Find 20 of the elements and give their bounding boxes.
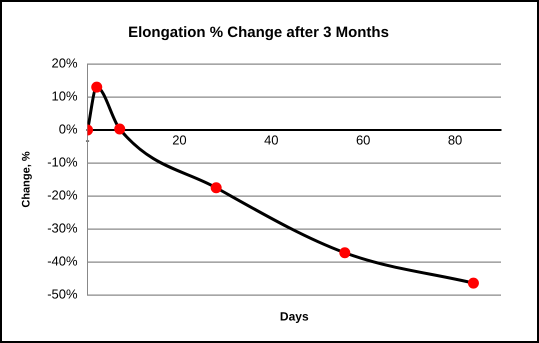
chart-title: Elongation % Change after 3 Months [128, 24, 389, 42]
point [468, 278, 479, 289]
y-tick-label: -10% [47, 154, 78, 170]
x-axis-title: Days [280, 309, 309, 324]
y-tick-label: 10% [52, 88, 78, 104]
y-tick-label: -30% [47, 220, 78, 236]
y-tick-label: 20% [52, 56, 78, 71]
x-tick-label: 80 [448, 132, 462, 148]
point [114, 124, 126, 135]
point [210, 182, 222, 194]
y-tick-label: -50% [47, 286, 78, 302]
point [339, 247, 350, 258]
y-tick-label: 0% [58, 122, 78, 137]
point [91, 82, 102, 93]
x-tick-label: 20 [172, 132, 187, 148]
x-tick-label: 40 [264, 132, 279, 148]
x-tick-label: 60 [356, 132, 370, 148]
y-tick-label: -40% [47, 254, 78, 269]
y-axis-title: Change, % [20, 151, 33, 208]
y-tick-label: -20% [47, 188, 78, 203]
